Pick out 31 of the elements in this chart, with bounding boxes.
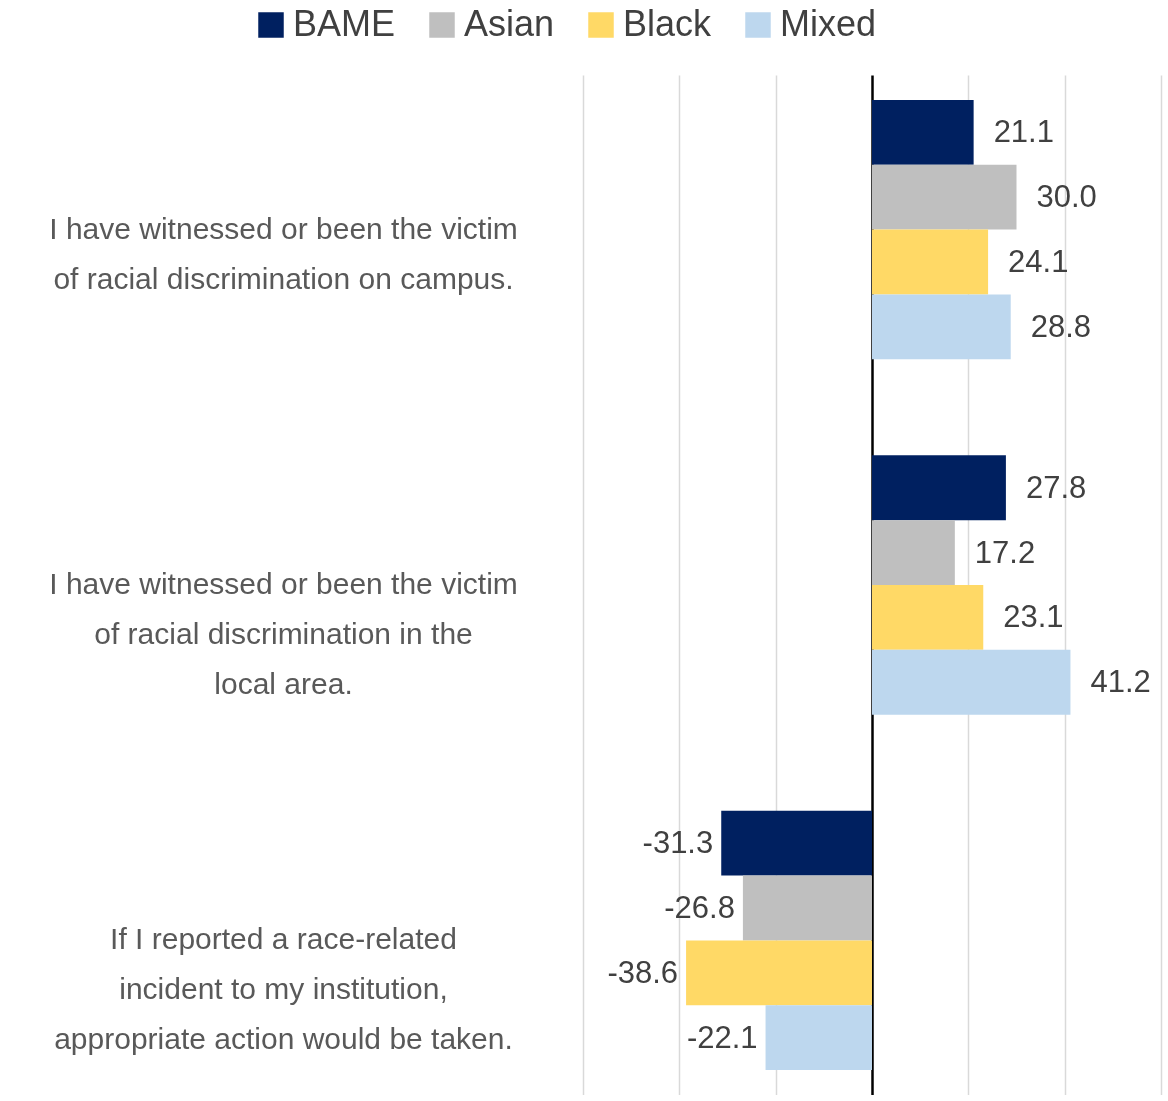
data-label: 17.2 (974, 534, 1036, 570)
legend-label: Mixed (780, 3, 877, 44)
data-label: -26.8 (664, 889, 735, 925)
data-label: 41.2 (1090, 664, 1151, 700)
data-label: -31.3 (642, 825, 714, 861)
y-tick-label: I have witnessed or been the victim of racial discrimination on campus. (49, 211, 518, 295)
bar (872, 229, 989, 295)
bar (872, 520, 955, 585)
bar (765, 1005, 872, 1071)
legend-label: BAME (293, 3, 396, 44)
legend-label: Black (623, 3, 713, 44)
bar (721, 810, 872, 876)
data-label: 21.1 (993, 114, 1054, 150)
bar (872, 164, 1017, 230)
y-tick-label: I have witnessed or been the victim of racial discrimination in the local area. (49, 567, 518, 700)
bar (686, 940, 872, 1006)
legend-label: Asian (464, 3, 555, 44)
bar (742, 875, 872, 941)
bar (872, 455, 1006, 521)
data-label: 24.1 (1008, 244, 1069, 280)
y-tick-label: If I reported a race-related incident to my institution, appropriate action would be taken. (54, 922, 513, 1056)
data-label: 30.0 (1036, 179, 1097, 215)
bar (872, 649, 1071, 715)
data-label: 27.8 (1025, 469, 1087, 505)
bar (872, 294, 1011, 360)
data-label: -22.1 (686, 1019, 758, 1055)
bar (872, 99, 974, 165)
data-label: -38.6 (607, 954, 679, 990)
data-label: 28.8 (1030, 308, 1092, 344)
bar (872, 585, 984, 650)
data-label: 23.1 (1003, 599, 1064, 635)
